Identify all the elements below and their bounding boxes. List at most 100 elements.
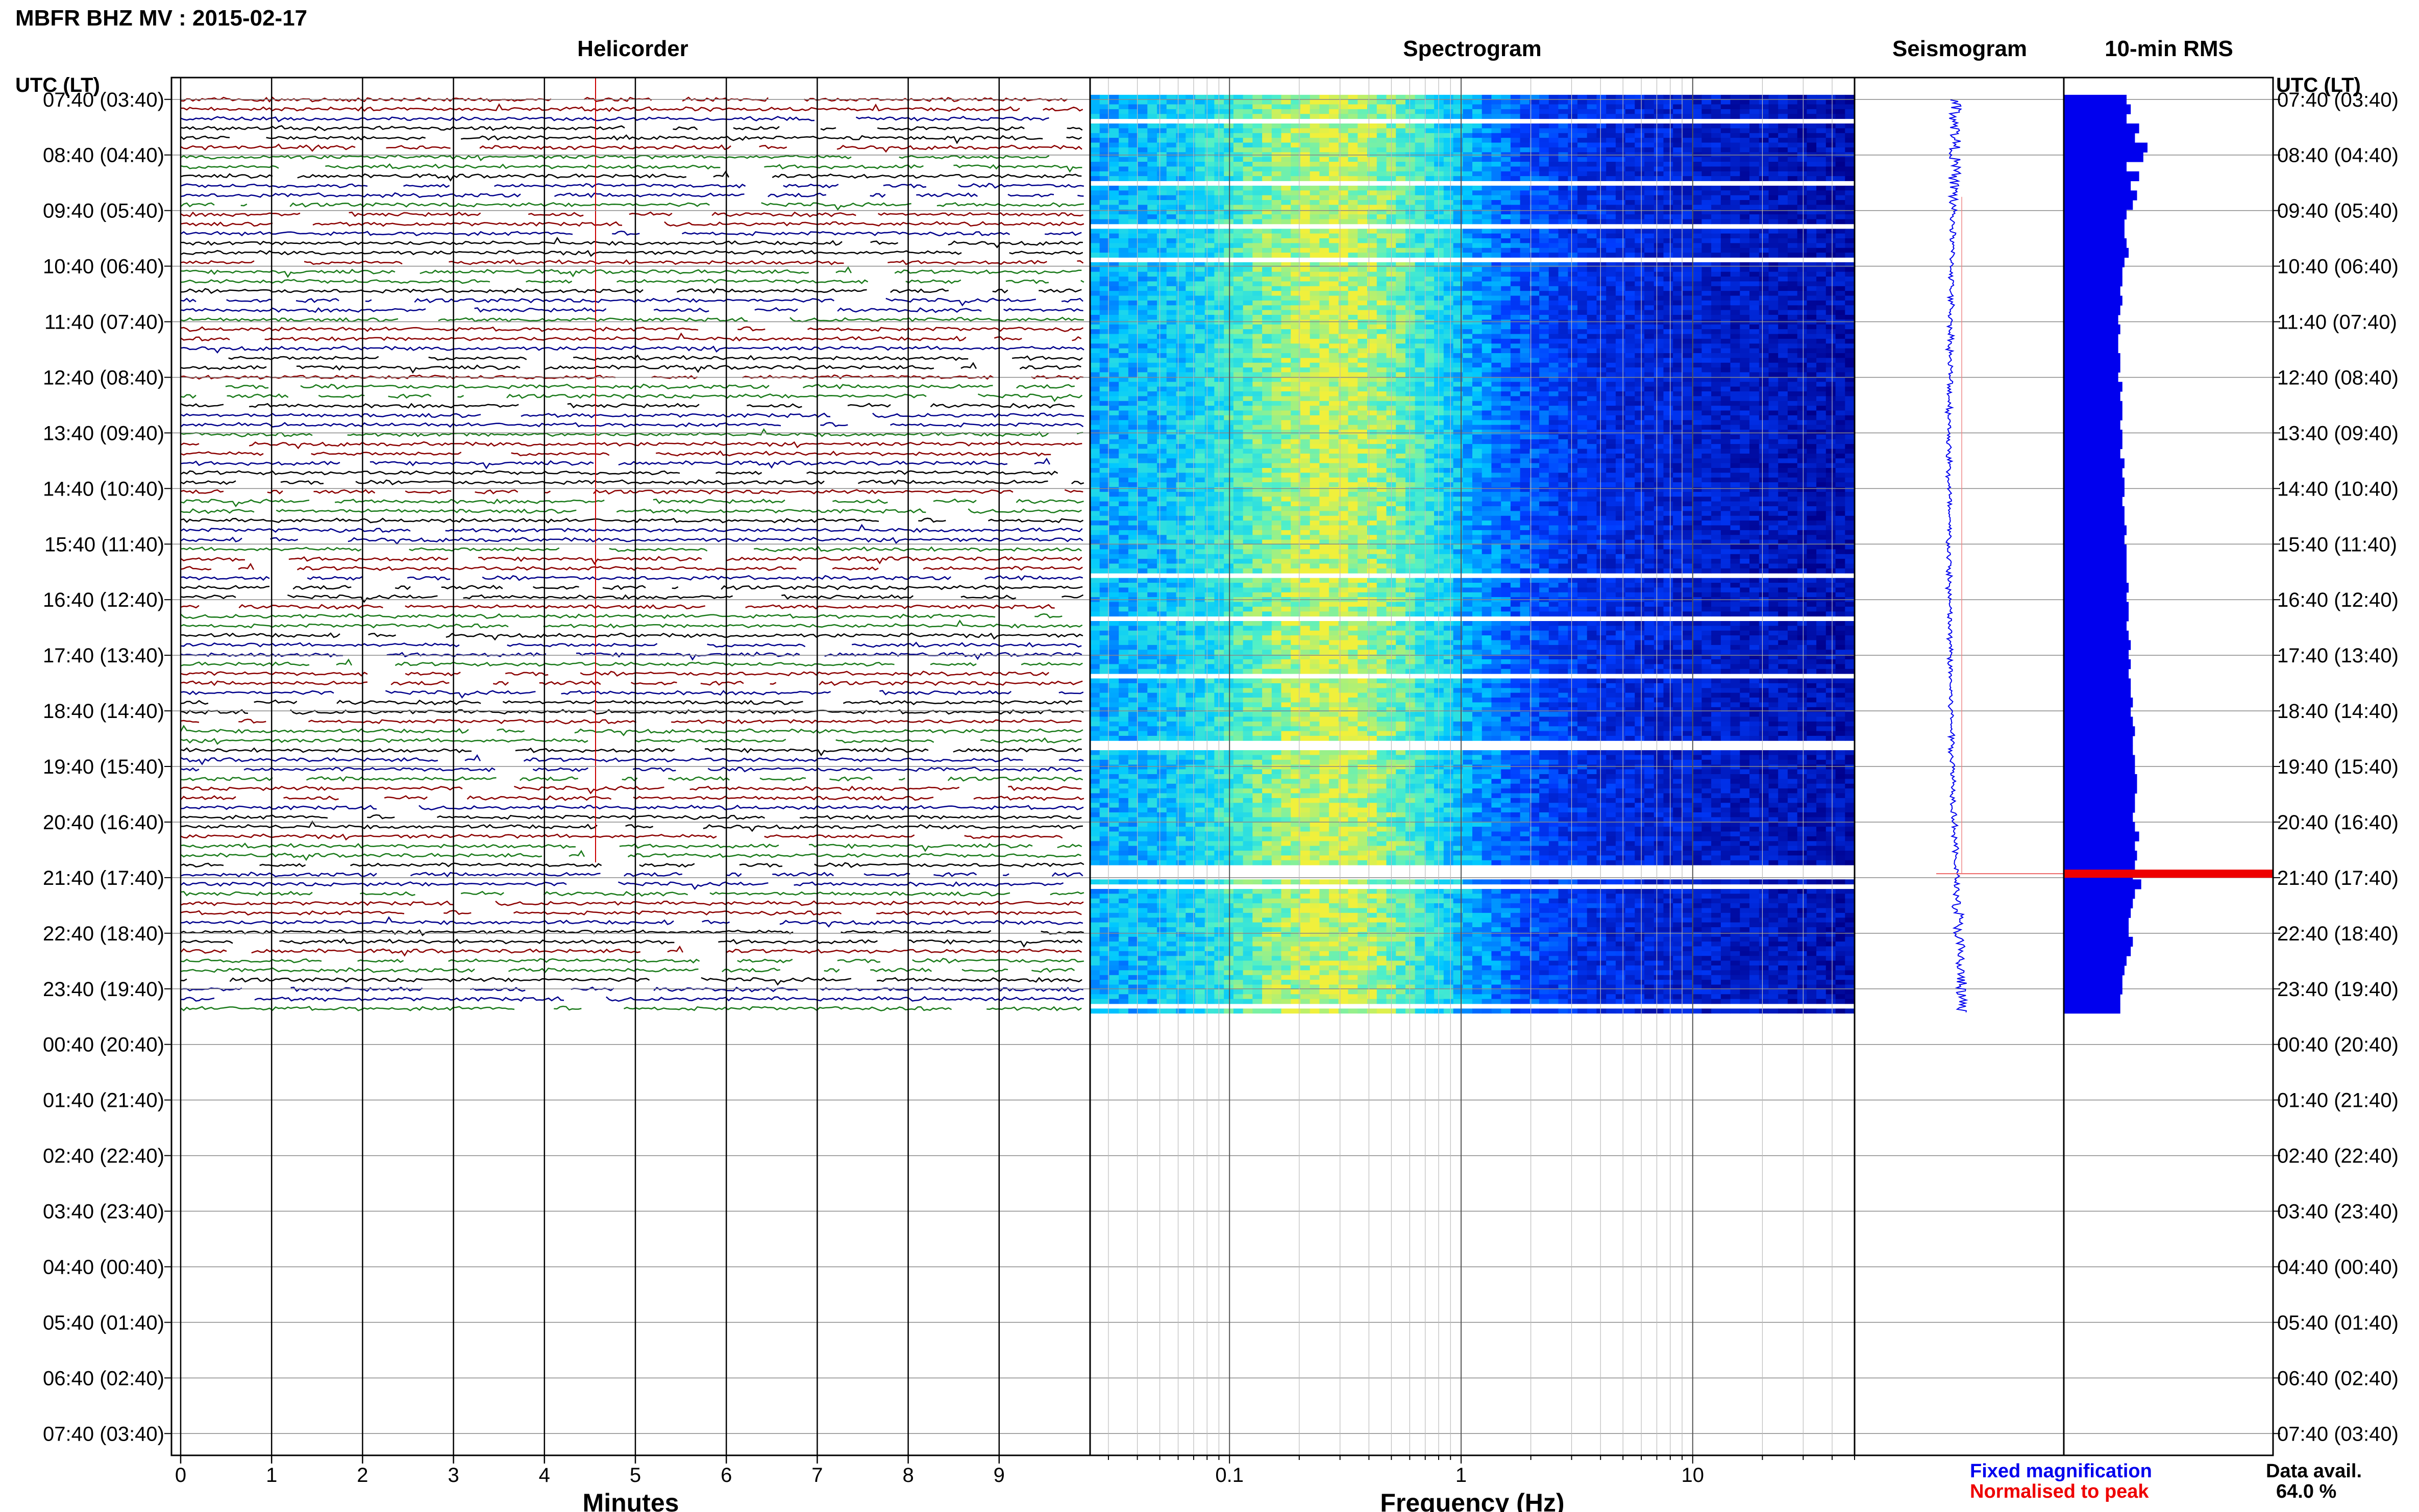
spectrogram-cell <box>1635 406 1645 411</box>
rms-title: 10-min RMS <box>2105 36 2233 61</box>
spectrogram-cell <box>1663 162 1673 167</box>
spectrogram-cell <box>1396 185 1406 191</box>
spectrogram-cell <box>1501 147 1511 153</box>
spectrogram-cell <box>1415 315 1425 320</box>
spectrogram-cell <box>1176 377 1186 382</box>
spectrogram-cell <box>1090 372 1100 378</box>
spectrogram-cell <box>1300 329 1311 334</box>
spectrogram-cell <box>1329 362 1339 368</box>
spectrogram-cell <box>1453 286 1463 291</box>
spectrogram-cell <box>1482 123 1492 129</box>
spectrogram-cell <box>1529 104 1540 110</box>
spectrogram-cell <box>1635 109 1645 114</box>
spectrogram-cell <box>1176 329 1186 334</box>
spectrogram-cell <box>1243 291 1253 296</box>
spectrogram-cell <box>1415 372 1425 378</box>
spectrogram-cell <box>1376 138 1387 143</box>
spectrogram-cell <box>1787 267 1798 272</box>
spectrogram-cell <box>1692 319 1702 325</box>
spectrogram-cell <box>1195 128 1205 134</box>
spectrogram-cell <box>1396 229 1406 234</box>
spectrogram-cell <box>1625 382 1635 387</box>
spectrogram-cell <box>1224 271 1234 277</box>
spectrogram-cell <box>1816 310 1826 315</box>
spectrogram-cell <box>1424 233 1435 239</box>
spectrogram-cell <box>1653 382 1664 387</box>
spectrogram-cell <box>1128 262 1139 267</box>
spectrogram-cell <box>1195 267 1205 272</box>
spectrogram-cell <box>1682 209 1693 215</box>
spectrogram-cell <box>1463 382 1473 387</box>
spectrogram-cell <box>1291 133 1301 138</box>
spectrogram-cell <box>1243 300 1253 306</box>
spectrogram-cell <box>1596 329 1607 334</box>
spectrogram-cell <box>1635 319 1645 325</box>
spectrogram-cell <box>1186 138 1196 143</box>
spectrogram-cell <box>1204 123 1215 129</box>
spectrogram-cell <box>1797 281 1807 287</box>
spectrogram-cell <box>1204 310 1215 315</box>
spectrogram-cell <box>1749 123 1760 129</box>
spectrogram-cell <box>1548 358 1559 363</box>
spectrogram-cell <box>1252 229 1263 234</box>
spectrogram-cell <box>1243 133 1253 138</box>
spectrogram-cell <box>1529 185 1540 191</box>
spectrogram-cell <box>1539 382 1549 387</box>
spectrogram-cell <box>1768 271 1779 277</box>
spectrogram-cell <box>1558 176 1568 181</box>
spectrogram-cell <box>1348 200 1358 205</box>
spectrogram-cell <box>1835 243 1845 249</box>
spectrogram-cell <box>1835 209 1845 215</box>
spectrogram-cell <box>1558 343 1568 349</box>
spectrogram-cell <box>1405 229 1416 234</box>
spectrogram-cell <box>1463 104 1473 110</box>
spectrogram-cell <box>1405 324 1416 330</box>
spectrogram-cell <box>1176 305 1186 311</box>
spectrogram-cell <box>1653 114 1664 119</box>
spectrogram-cell <box>1740 138 1750 143</box>
spectrogram-cell <box>1759 166 1769 172</box>
spectrogram-cell <box>1186 133 1196 138</box>
spectrogram-cell <box>1673 229 1683 234</box>
spectrogram-cell <box>1711 233 1721 239</box>
spectrogram-cell <box>1587 305 1597 311</box>
spectrogram-cell <box>1720 281 1731 287</box>
spectrogram-cell <box>1252 386 1263 392</box>
spectrogram-cell <box>1501 386 1511 392</box>
spectrogram-cell <box>1759 267 1769 272</box>
spectrogram-cell <box>1396 171 1406 177</box>
spectrogram-cell <box>1711 348 1721 354</box>
spectrogram-cell <box>1520 362 1530 368</box>
spectrogram-cell <box>1405 372 1416 378</box>
spectrogram-cell <box>1099 128 1109 134</box>
spectrogram-cell <box>1090 277 1100 282</box>
spectrogram-cell <box>1472 195 1483 201</box>
spectrogram-cell <box>1099 171 1109 177</box>
spectrogram-cell <box>1682 114 1693 119</box>
spectrogram-cell <box>1434 147 1444 153</box>
spectrogram-cell <box>1147 162 1157 167</box>
spectrogram-cell <box>1692 358 1702 363</box>
spectrogram-cell <box>1520 334 1530 339</box>
spectrogram-cell <box>1491 406 1501 411</box>
spectrogram-cell <box>1778 329 1788 334</box>
spectrogram-cell <box>1453 104 1463 110</box>
spectrogram-cell <box>1463 214 1473 219</box>
spectrogram-cell <box>1606 353 1616 358</box>
spectrogram-cell <box>1778 353 1788 358</box>
spectrogram-cell <box>1749 185 1760 191</box>
spectrogram-cell <box>1768 267 1779 272</box>
spectrogram-cell <box>1768 157 1779 162</box>
spectrogram-cell <box>1396 391 1406 396</box>
spectrogram-cell <box>1768 123 1779 129</box>
spectrogram-cell <box>1635 353 1645 358</box>
spectrogram-cell <box>1615 166 1626 172</box>
spectrogram-cell <box>1291 104 1301 110</box>
spectrogram-cell <box>1568 362 1578 368</box>
spectrogram-cell <box>1606 315 1616 320</box>
spectrogram-cell <box>1443 104 1454 110</box>
spectrogram-cell <box>1472 267 1483 272</box>
spectrogram-cell <box>1568 396 1578 402</box>
spectrogram-cell <box>1262 233 1272 239</box>
spectrogram-cell <box>1577 343 1588 349</box>
